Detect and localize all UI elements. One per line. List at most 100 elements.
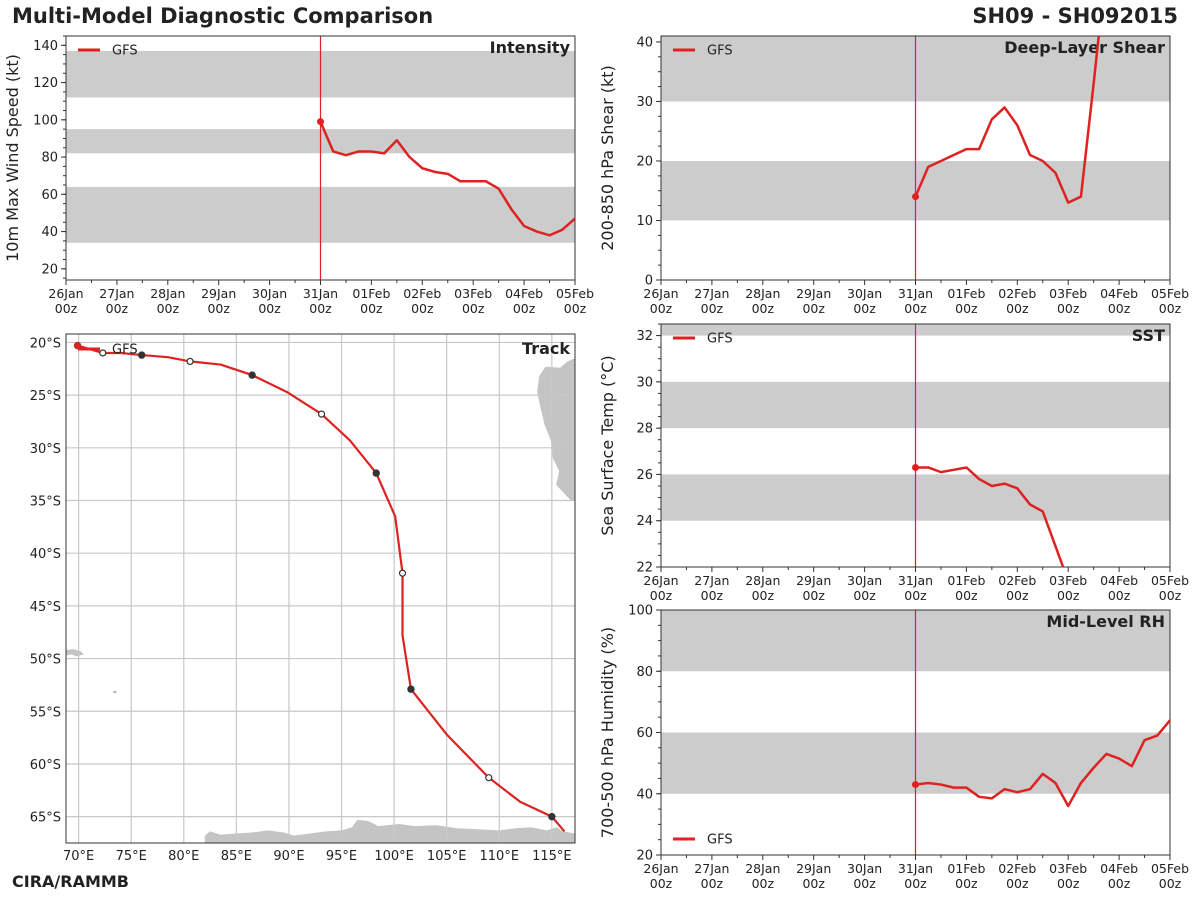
x-tick-label: 04Feb — [1100, 861, 1138, 876]
x-tick-label: 00z — [802, 588, 825, 603]
x-tick-label: 31Jan — [898, 286, 933, 301]
track-marker-12z — [485, 774, 493, 782]
init-point — [912, 193, 919, 201]
y-tick-label: 22 — [636, 561, 653, 576]
x-tick-label: 03Feb — [454, 286, 492, 301]
track-marker-12z — [398, 569, 407, 577]
x-tick-label: 03Feb — [1049, 861, 1087, 876]
track-marker-00z — [407, 685, 415, 693]
y-axis-label: 10m Max Wind Speed (kt) — [3, 54, 22, 262]
x-tick-label: 28Jan — [745, 861, 780, 876]
x-tick-label: 28Jan — [745, 286, 780, 301]
x-tick-label: 29Jan — [796, 286, 831, 301]
x-tick-label: 31Jan — [898, 573, 933, 588]
y-tick-label: 24 — [636, 514, 653, 529]
x-tick-label: 00z — [752, 588, 775, 603]
y-axis-label: 700-500 hPa Humidity (%) — [598, 627, 617, 838]
x-tick-label: 27Jan — [694, 861, 729, 876]
y-tick-label: 80 — [41, 151, 58, 166]
x-tick-label: 00z — [802, 876, 825, 891]
x-tick-label: 29Jan — [201, 286, 236, 301]
x-tick-label: 02Feb — [998, 286, 1036, 301]
y-tick-label: 80 — [636, 665, 653, 680]
y-tick-label: 32 — [636, 329, 653, 344]
lon-tick-label: 110°E — [480, 849, 520, 864]
y-tick-label: 40 — [41, 225, 58, 240]
x-tick-label: 31Jan — [303, 286, 338, 301]
legend-label: GFS — [707, 332, 733, 347]
x-tick-label: 00z — [701, 876, 724, 891]
x-tick-label: 30Jan — [252, 286, 287, 301]
series-line-gfs — [319, 121, 575, 237]
x-tick-label: 26Jan — [643, 286, 678, 301]
x-tick-label: 00z — [106, 301, 129, 316]
footer-credit: CIRA/RAMMB — [12, 872, 129, 891]
lat-tick-label: 25°S — [30, 389, 61, 404]
series-line-gfs — [915, 719, 1170, 808]
lon-tick-label: 85°E — [221, 849, 252, 864]
lat-tick-label: 55°S — [30, 705, 61, 720]
x-tick-label: 30Jan — [847, 861, 882, 876]
y-tick-label: 60 — [636, 726, 653, 741]
shear-chart: 26Jan00z27Jan00z28Jan00z29Jan00z30Jan00z… — [598, 35, 1189, 316]
y-tick-label: 0 — [645, 274, 653, 289]
legend-label: GFS — [112, 44, 138, 59]
x-tick-label: 01Feb — [947, 861, 985, 876]
track-chart: 70°E 75°E 80°E 85°E 90°E 95°E 100°E 105°E 110°E 1… — [30, 333, 576, 864]
x-tick-label: 31Jan — [898, 861, 933, 876]
x-tick-label: 00z — [55, 301, 78, 316]
x-tick-label: 00z — [309, 301, 332, 316]
track-marker-12z — [186, 357, 194, 365]
rh-chart: 26Jan00z27Jan00z28Jan00z29Jan00z30Jan00z… — [598, 604, 1189, 892]
map-frame — [65, 333, 576, 844]
track-marker-00z — [248, 371, 256, 379]
lat-tick-label: 20°S — [30, 336, 61, 351]
x-tick-label: 04Feb — [1100, 573, 1138, 588]
y-tick-label: 20 — [636, 154, 653, 169]
x-tick-label: 03Feb — [1049, 286, 1087, 301]
y-axis-label: 200-850 hPa Shear (kt) — [598, 65, 617, 251]
x-tick-label: 00z — [802, 301, 825, 316]
x-tick-label: 01Feb — [947, 286, 985, 301]
x-tick-label: 04Feb — [1100, 286, 1138, 301]
x-tick-label: 00z — [904, 301, 927, 316]
lon-tick-label: 95°E — [326, 849, 357, 864]
panel-title: Intensity — [490, 38, 571, 57]
x-tick-label: 00z — [360, 301, 383, 316]
x-tick-label: 00z — [1108, 588, 1131, 603]
legend-label: GFS — [112, 343, 138, 358]
x-tick-label: 00z — [258, 301, 281, 316]
x-tick-label: 00z — [701, 301, 724, 316]
lat-tick-label: 60°S — [30, 758, 61, 773]
x-tick-label: 00z — [904, 876, 927, 891]
x-tick-label: 00z — [955, 876, 978, 891]
x-tick-label: 00z — [853, 588, 876, 603]
x-tick-label: 05Feb — [1151, 286, 1189, 301]
legend-label: GFS — [707, 44, 733, 59]
x-tick-label: 00z — [157, 301, 180, 316]
sst-chart: 26Jan00z27Jan00z28Jan00z29Jan00z30Jan00z… — [598, 323, 1189, 603]
lon-tick-label: 90°E — [273, 849, 304, 864]
x-tick-label: 04Feb — [505, 286, 543, 301]
x-tick-label: 00z — [207, 301, 230, 316]
x-tick-label: 00z — [853, 301, 876, 316]
x-tick-label: 00z — [564, 301, 587, 316]
x-tick-label: 00z — [650, 876, 673, 891]
x-tick-label: 00z — [955, 301, 978, 316]
lat-tick-label: 50°S — [30, 653, 61, 668]
island — [113, 691, 117, 693]
x-tick-label: 28Jan — [745, 573, 780, 588]
x-tick-label: 26Jan — [643, 573, 678, 588]
lat-tick-label: 65°S — [30, 811, 61, 826]
x-tick-label: 00z — [1159, 588, 1182, 603]
lat-tick-label: 30°S — [30, 442, 61, 457]
x-tick-label: 00z — [1006, 588, 1029, 603]
x-tick-label: 00z — [462, 301, 485, 316]
x-tick-label: 00z — [1108, 301, 1131, 316]
panel-title: Mid-Level RH — [1046, 612, 1165, 631]
track-marker-00z — [372, 469, 380, 477]
x-tick-label: 28Jan — [150, 286, 185, 301]
y-tick-label: 28 — [636, 422, 653, 437]
x-tick-label: 00z — [1006, 876, 1029, 891]
